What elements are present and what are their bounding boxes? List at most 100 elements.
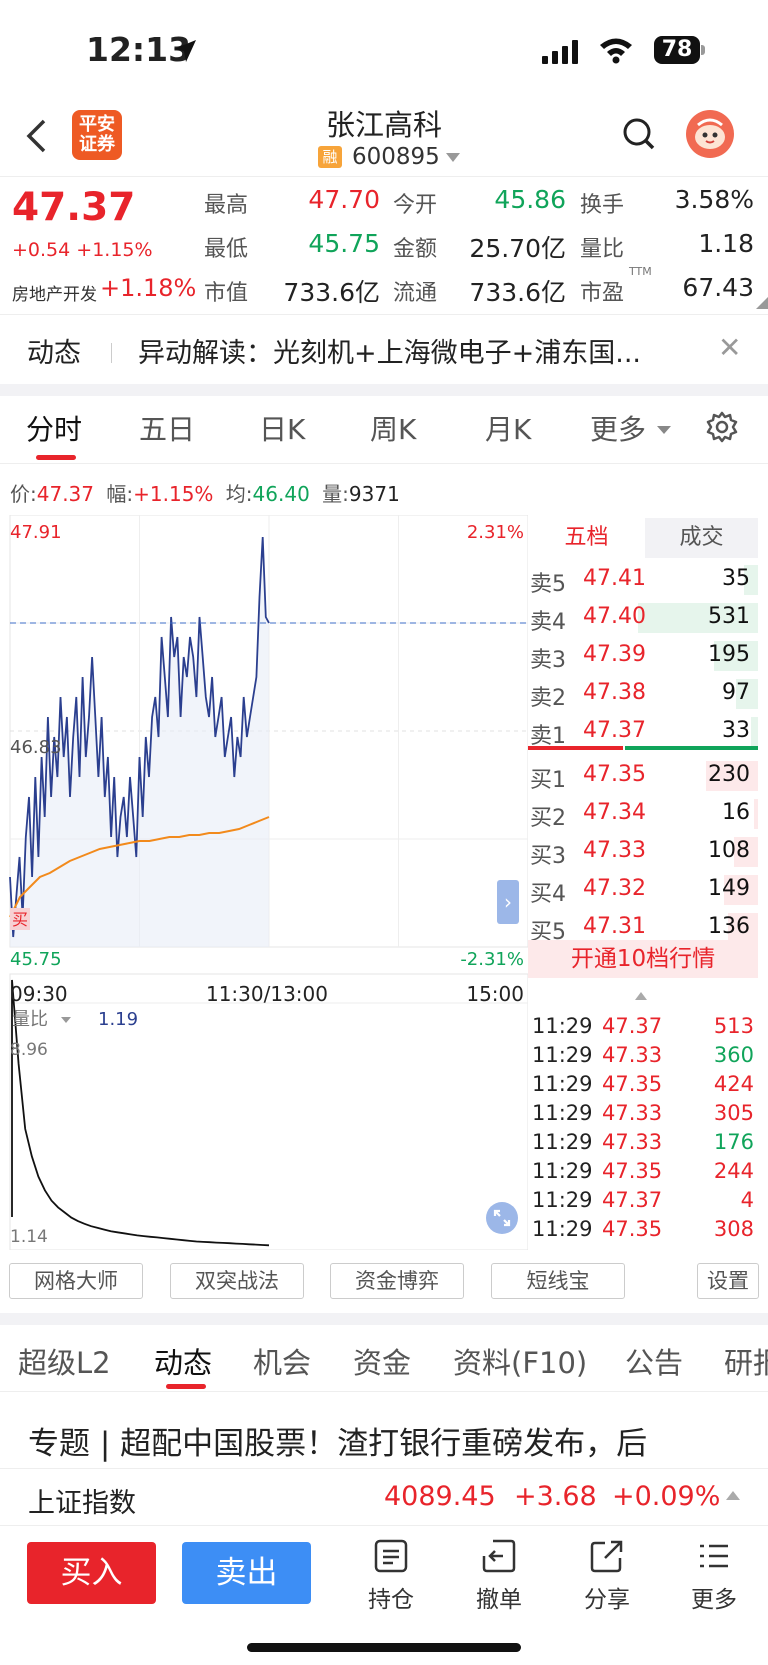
tick-price: 47.33 (602, 1101, 663, 1125)
trade-tick: 11:29 47.33 305 (532, 1101, 754, 1130)
gear-icon[interactable] (706, 411, 738, 443)
tab-trades[interactable]: 成交 (645, 518, 758, 558)
tab-weekly-k[interactable]: 周K (370, 413, 417, 446)
stock-code: 600895 (352, 144, 440, 170)
ask-level[interactable]: 卖2 47.38 97 (528, 676, 758, 712)
x-label-close: 15:00 (466, 982, 524, 1006)
expand-corner-icon[interactable] (756, 297, 768, 309)
y-axis-top-label: 47.91 (10, 522, 62, 543)
buy-marker: 买 (12, 910, 28, 929)
tool-double-breakout[interactable]: 双突战法 (170, 1263, 304, 1299)
sector-name[interactable]: 房地产开发 (12, 285, 97, 305)
amp-label-text: 幅: (106, 482, 134, 506)
ask-level[interactable]: 卖5 47.41 35 (528, 562, 758, 598)
tab-five-levels[interactable]: 五档 (564, 525, 609, 550)
wifi-icon (600, 38, 632, 64)
avatar[interactable] (686, 110, 734, 158)
divider (111, 343, 112, 363)
level-volume: 108 (708, 838, 750, 863)
chevron-up-icon[interactable] (635, 992, 647, 1000)
stock-name[interactable]: 张江高科 (325, 108, 442, 142)
sell-button[interactable]: 卖出 (182, 1542, 311, 1604)
bid-level[interactable]: 买2 47.34 16 (528, 796, 758, 832)
more-button[interactable]: 更多 (679, 1538, 749, 1614)
tab-f10[interactable]: 资料(F10) (453, 1346, 588, 1380)
index-name: 上证指数 (28, 1488, 136, 1519)
tab-more[interactable]: 更多 (590, 413, 647, 446)
tool-fund-game[interactable]: 资金博弈 (330, 1263, 464, 1299)
news-headline[interactable]: 专题 | 超配中国股票！渣打银行重磅发布，后 (28, 1426, 648, 1462)
chevron-down-icon (61, 1017, 71, 1023)
bid-level[interactable]: 买4 47.32 149 (528, 872, 758, 908)
holdings-button[interactable]: 持仓 (356, 1538, 426, 1614)
status-bar: 12:13 78 (0, 0, 768, 100)
high-value: 47.70 (308, 185, 380, 214)
tick-time: 11:29 (532, 1101, 593, 1125)
vol-ratio-label: 量比 (580, 237, 625, 262)
change-abs: +0.54 (12, 239, 71, 261)
level-volume: 136 (708, 914, 750, 939)
tab-news[interactable]: 动态 (154, 1346, 213, 1380)
level-price: 47.32 (583, 876, 646, 901)
news-text[interactable]: 异动解读：光刻机+上海微电子+浦东国... (138, 338, 641, 369)
chevron-down-icon (657, 426, 671, 434)
tab-funds[interactable]: 资金 (353, 1346, 412, 1380)
bid-level[interactable]: 买3 47.33 108 (528, 834, 758, 870)
tab-daily-k[interactable]: 日K (259, 413, 306, 446)
trade-tick: 11:29 47.35 244 (532, 1159, 754, 1188)
tab-announcements[interactable]: 公告 (625, 1346, 684, 1380)
level-price: 47.40 (583, 604, 646, 629)
tab-super-l2[interactable]: 超级L2 (18, 1346, 111, 1380)
index-ticker[interactable]: 上证指数 4089.45 +3.68 +0.09% (0, 1468, 768, 1526)
share-button[interactable]: 分享 (572, 1538, 642, 1614)
bid-level[interactable]: 买1 47.35 230 (528, 758, 758, 794)
tick-price: 47.35 (602, 1159, 663, 1183)
ask-level[interactable]: 卖1 47.37 33 (528, 714, 758, 750)
tool-settings[interactable]: 设置 (697, 1263, 759, 1299)
mascot-icon (695, 118, 725, 149)
pe-label: 市盈 (580, 281, 625, 306)
expand-panel-button[interactable]: › (497, 880, 519, 924)
tool-short-term[interactable]: 短线宝 (491, 1263, 625, 1299)
mcap-label: 市值 (204, 281, 249, 306)
avg-label-text: 均: (225, 482, 253, 506)
tick-price: 47.33 (602, 1043, 663, 1067)
volume-bar (714, 641, 758, 671)
pe-value: 67.43 (682, 273, 754, 302)
tab-intraday[interactable]: 分时 (26, 413, 83, 446)
location-arrow-icon (174, 40, 196, 62)
level-label: 买1 (530, 768, 566, 793)
float-value: 733.6亿 (469, 278, 566, 307)
tool-grid-master[interactable]: 网格大师 (9, 1263, 143, 1299)
search-icon[interactable] (622, 117, 656, 151)
tab-opportunity[interactable]: 机会 (253, 1346, 312, 1380)
price-line (9, 536, 270, 938)
intraday-chart[interactable]: 47.91 46.83 45.75 2.31% -2.31% 09:30 11:… (0, 515, 528, 1250)
low-value: 45.75 (308, 229, 380, 258)
mcap-value: 733.6亿 (283, 278, 380, 307)
cancel-order-button[interactable]: 撤单 (464, 1538, 534, 1614)
tab-research[interactable]: 研报 (724, 1346, 768, 1380)
open-label: 今开 (393, 193, 438, 218)
tab-monthly-k[interactable]: 月K (485, 413, 532, 446)
tick-price: 47.35 (602, 1217, 663, 1241)
volume-ratio-title[interactable]: 量比 (12, 1009, 48, 1030)
volume-ratio-value: 1.19 (98, 1009, 138, 1030)
stock-code-row[interactable]: 融 600895 (318, 143, 460, 171)
trade-tick: 11:29 47.35 424 (532, 1072, 754, 1101)
margin-badge: 融 (318, 146, 342, 168)
chevron-up-icon[interactable] (726, 1491, 740, 1500)
vol-ratio-value: 1.18 (698, 229, 754, 258)
tab-five-day[interactable]: 五日 (139, 413, 196, 446)
fullscreen-button[interactable] (486, 1202, 518, 1234)
ask-level[interactable]: 卖3 47.39 195 (528, 638, 758, 674)
ask-level[interactable]: 卖4 47.40 531 (528, 600, 758, 636)
bid-level[interactable]: 买5 47.31 136 (528, 910, 758, 946)
broker-logo: 平安 证券 (72, 110, 122, 160)
section-gap (0, 384, 768, 396)
open-ten-levels-button[interactable]: 开通10档行情 (528, 940, 758, 978)
close-icon[interactable]: ✕ (718, 331, 742, 364)
buy-button[interactable]: 买入 (27, 1542, 156, 1604)
news-strip[interactable]: 动态 异动解读：光刻机+上海微电子+浦东国... ✕ (0, 314, 768, 384)
back-arrow-icon[interactable] (24, 118, 48, 154)
